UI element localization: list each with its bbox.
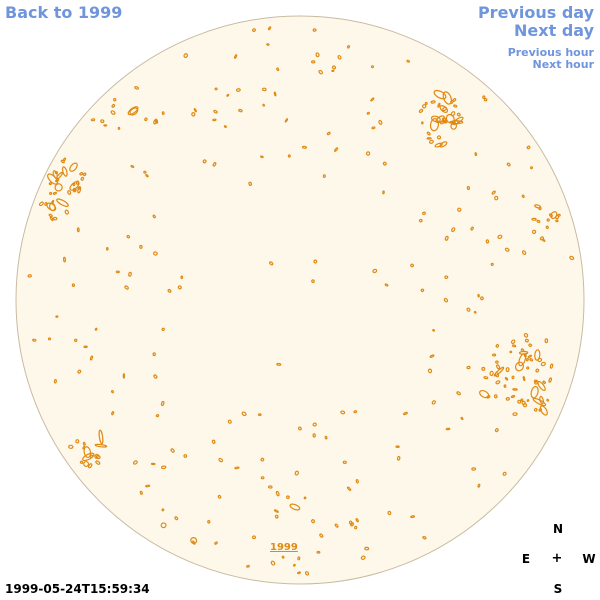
next-day-link[interactable]: Next day	[514, 21, 594, 40]
solar-disk	[15, 15, 585, 585]
compass-north-label: N	[552, 522, 564, 536]
previous-day-link[interactable]: Previous day	[477, 3, 594, 22]
previous-hour-link[interactable]: Previous hour	[507, 46, 594, 59]
compass-center-mark: +	[551, 551, 563, 566]
year-link[interactable]: 1999	[270, 542, 298, 553]
compass-west-label: W	[582, 552, 596, 566]
next-hour-link[interactable]: Next hour	[532, 58, 595, 71]
compass-south-label: S	[553, 582, 563, 596]
observation-timestamp: 1999-05-24T15:59:34	[5, 582, 150, 596]
magnetic-feature-contours	[27, 26, 575, 576]
back-to-year-link[interactable]: Back to 1999	[5, 3, 123, 22]
compass-east-label: E	[521, 552, 531, 566]
